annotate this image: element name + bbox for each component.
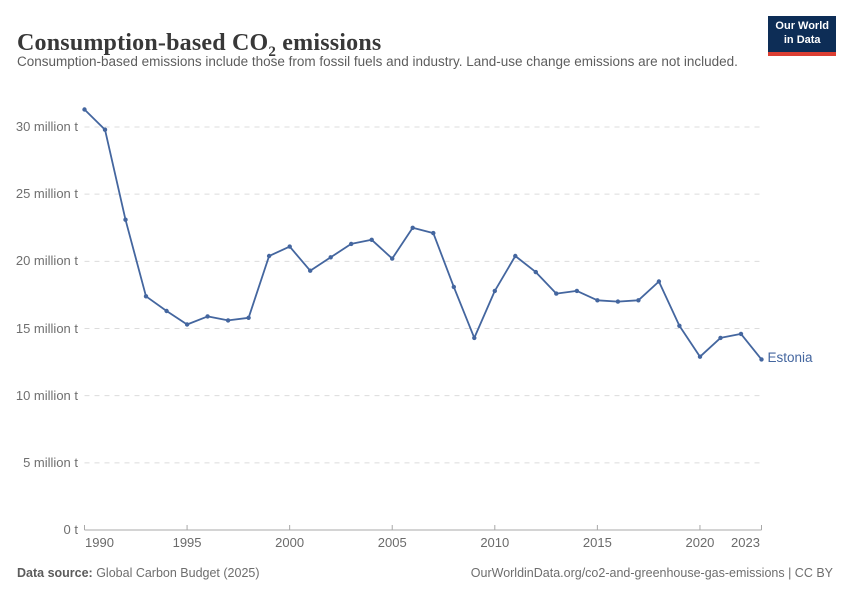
- data-point[interactable]: [390, 256, 395, 261]
- data-point[interactable]: [410, 225, 415, 230]
- title-text-tail: emissions: [276, 30, 382, 57]
- data-point[interactable]: [225, 318, 231, 323]
- data-point[interactable]: [102, 127, 108, 132]
- chart-subtitle: Consumption-based emissions include thos…: [17, 54, 738, 69]
- y-tick-label: 20 million t: [15, 253, 78, 269]
- y-tick-label: 30 million t: [15, 119, 78, 134]
- series-label-estonia[interactable]: Estonia: [767, 350, 813, 366]
- data-point[interactable]: [472, 335, 477, 341]
- data-point[interactable]: [82, 107, 87, 112]
- data-point[interactable]: [636, 298, 641, 303]
- owid-logo-line1: Our World: [775, 20, 829, 32]
- data-point[interactable]: [513, 253, 518, 259]
- y-tick-label: 5 million t: [23, 454, 78, 470]
- data-point[interactable]: [349, 241, 354, 247]
- data-point[interactable]: [697, 354, 703, 359]
- data-point[interactable]: [143, 294, 149, 299]
- data-point[interactable]: [533, 269, 538, 275]
- y-tick-label: 0 t: [63, 522, 78, 537]
- data-point[interactable]: [554, 291, 559, 296]
- x-tick-label: 2000: [275, 535, 305, 550]
- x-tick-label: 2005: [377, 535, 407, 550]
- y-tick-label: 15 million t: [15, 320, 78, 336]
- data-point[interactable]: [431, 230, 436, 236]
- page-title: Consumption-based CO2 emissions: [17, 30, 382, 60]
- x-tick-label: 1995: [172, 535, 202, 550]
- data-point[interactable]: [328, 255, 333, 260]
- title-text: Consumption-based CO: [17, 30, 269, 57]
- data-point[interactable]: [738, 331, 744, 337]
- data-source-label: Data source:: [17, 566, 93, 580]
- data-point[interactable]: [205, 314, 210, 319]
- data-point[interactable]: [451, 284, 456, 290]
- y-tick-label: 25 million t: [15, 186, 78, 202]
- data-point[interactable]: [164, 308, 169, 314]
- data-point[interactable]: [492, 288, 497, 294]
- x-tick-label: 2015: [582, 535, 612, 550]
- x-tick-label: 2020: [685, 535, 715, 550]
- y-tick-label: 10 million t: [15, 387, 78, 403]
- data-point[interactable]: [246, 315, 251, 320]
- data-point[interactable]: [759, 357, 764, 362]
- data-point[interactable]: [369, 237, 374, 242]
- data-point[interactable]: [718, 335, 723, 341]
- x-tick-label: 2010: [480, 535, 510, 550]
- owid-logo-line2: in Data: [783, 33, 821, 46]
- x-tick-label: 2023: [731, 535, 760, 550]
- data-point[interactable]: [656, 279, 662, 284]
- data-point[interactable]: [184, 322, 190, 327]
- data-source-value: Global Carbon Budget (2025): [92, 566, 260, 580]
- chart-footer: Data source: Global Carbon Budget (2025)…: [17, 566, 833, 580]
- data-point[interactable]: [595, 298, 600, 303]
- data-point[interactable]: [287, 244, 292, 249]
- owid-footer-link[interactable]: OurWorldinData.org/co2-and-greenhouse-ga…: [470, 566, 833, 580]
- data-point[interactable]: [615, 299, 621, 304]
- data-point[interactable]: [266, 253, 272, 259]
- data-point[interactable]: [677, 323, 682, 328]
- data-point[interactable]: [574, 288, 580, 294]
- emissions-line: [83, 108, 763, 361]
- data-point[interactable]: [123, 217, 128, 222]
- x-tick-label: 1990: [85, 535, 114, 550]
- title-subscript: 2: [268, 43, 277, 60]
- owid-logo[interactable]: Our World in Data: [768, 16, 836, 56]
- data-point[interactable]: [308, 268, 313, 273]
